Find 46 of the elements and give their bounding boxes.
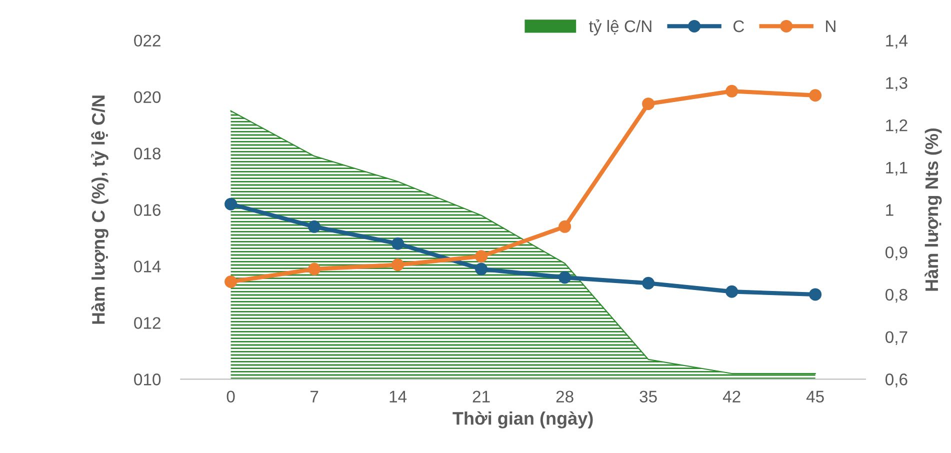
point (308, 220, 321, 233)
point (558, 271, 572, 284)
point (475, 262, 488, 276)
x-tick-label: 28 (556, 390, 574, 403)
x-tick-label: 21 (472, 390, 490, 402)
y2-tick-label: 1,2 (886, 119, 908, 134)
point (809, 288, 822, 301)
x-tick-label: 0 (226, 390, 235, 403)
point (475, 250, 488, 263)
point (642, 98, 655, 110)
y2-tick-label: 0,9 (886, 246, 908, 260)
y2-tick-label: 0,7 (886, 331, 908, 345)
x-tick-label: 42 (722, 390, 740, 402)
x-tick-label: 7 (310, 390, 318, 402)
point (726, 285, 738, 298)
y-tick-label: 014 (134, 260, 161, 272)
x-tick-label: 45 (806, 390, 824, 403)
point (224, 275, 238, 288)
y-tick-label: 020 (134, 91, 161, 103)
y2-tick-label: 1 (886, 204, 894, 216)
y-tick-label: 016 (134, 204, 161, 216)
y2-tick-label: 1,3 (886, 77, 908, 91)
point (726, 84, 738, 98)
point (558, 220, 572, 233)
point (642, 276, 655, 290)
legend-label: tỷ lệ C/N (588, 19, 652, 36)
y2-axis-title: Hàm lượng Nts (%) (924, 128, 942, 291)
y2-tick-label: 0,8 (886, 288, 908, 303)
y-tick-label: 022 (134, 34, 160, 47)
y2-tick-label: 1,1 (886, 162, 908, 176)
x-tick-label: 35 (640, 390, 657, 403)
y-axis-title: Hàm lượng C (%), tỷ lệ C/N (91, 96, 108, 324)
point (224, 198, 238, 210)
y-tick-label: 012 (134, 317, 160, 329)
point (809, 89, 822, 102)
point (392, 237, 404, 250)
x-tick-label: 14 (390, 390, 407, 402)
legend-label: C (733, 20, 744, 32)
x-axis-title: Thời gian (ngày) (452, 411, 593, 428)
point (392, 258, 404, 272)
legend-label: N (826, 20, 836, 32)
y-tick-label: 018 (134, 148, 161, 160)
y2-tick-label: 0,6 (886, 374, 908, 388)
y-tick-label: 010 (134, 374, 161, 386)
point (308, 262, 321, 276)
y2-tick-label: 1,4 (886, 34, 908, 48)
